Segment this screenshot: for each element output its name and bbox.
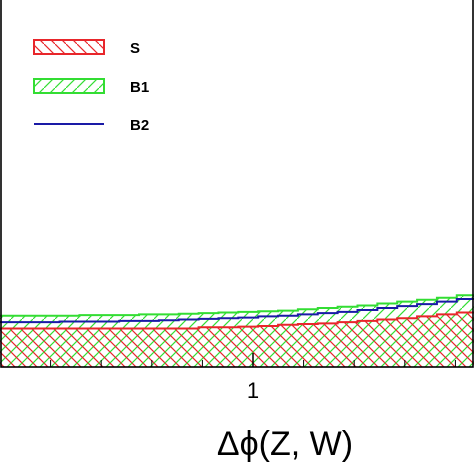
series-s-outline [0,311,474,330]
series-s-fill [0,312,474,367]
x-axis: 123 [50,353,456,403]
legend-label-b2: B2 [130,117,149,134]
x-axis-title: Δϕ(Z, W) [217,425,353,463]
legend: S B1 B2 [33,39,149,134]
legend-swatch-b1 [33,78,105,94]
plot-area [0,294,474,367]
plot-frame [0,0,474,368]
legend-swatch-s [33,39,105,55]
series-b1-outline [0,294,474,317]
x-tick-label: 1 [247,378,259,403]
legend-label-s: S [130,40,140,57]
legend-label-b1: B1 [130,79,149,96]
series-b2-outline [0,298,474,324]
